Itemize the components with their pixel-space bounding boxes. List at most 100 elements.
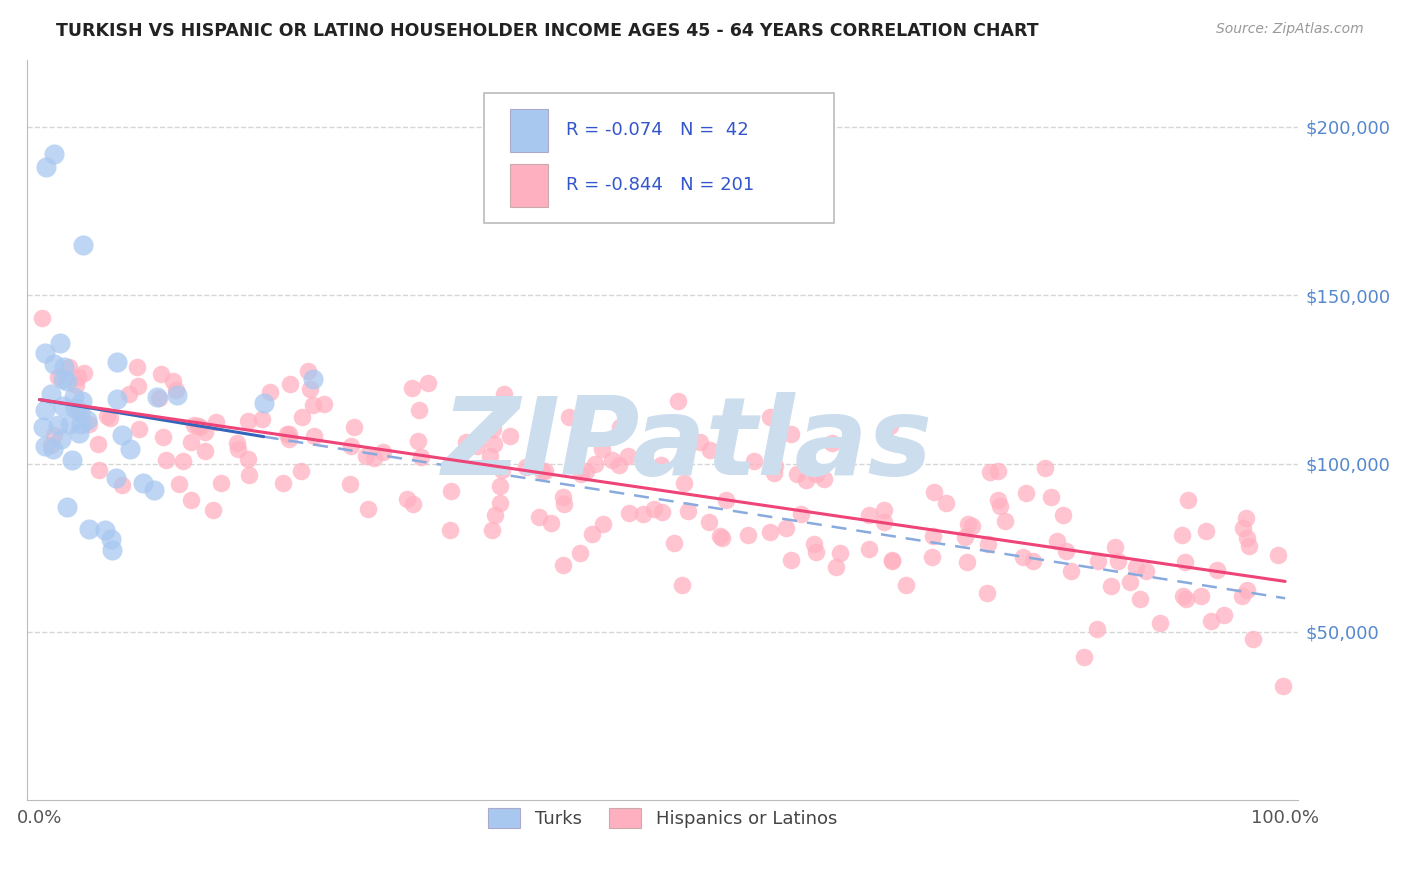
Point [664,536,686,550]
Point [1073,649,1095,664]
Text: TURKISH VS HISPANIC OR LATINO HOUSEHOLDER INCOME AGES 45 - 64 YEARS CORRELATION : TURKISH VS HISPANIC OR LATINO HOUSEHOLDE… [56,22,1039,40]
Point [583,458,606,472]
Point [571,467,593,482]
Point [697,516,720,530]
Point [51,399,73,413]
Point [534,464,557,478]
Point [39,386,62,401]
Point [44,427,66,442]
Point [66,404,89,418]
Point [591,442,613,457]
Point [631,508,654,522]
Point [1015,486,1038,500]
Point [1125,559,1147,574]
Point [858,508,880,523]
Point [402,497,425,511]
Point [46,370,69,384]
Point [1243,632,1265,646]
Point [34,438,56,452]
Point [98,411,121,425]
Point [671,578,693,592]
Point [1171,590,1194,604]
Point [194,444,217,458]
Point [1135,564,1157,578]
Point [277,432,299,446]
Point [162,375,184,389]
Point [180,434,202,449]
Point [77,522,100,536]
Text: ZIPatlas: ZIPatlas [441,392,934,498]
Point [710,531,733,545]
Point [979,465,1001,479]
Point [804,545,827,559]
Point [558,410,581,425]
Point [302,428,325,442]
Point [873,515,896,529]
Point [299,382,322,396]
Point [1033,460,1056,475]
Point [278,377,301,392]
Point [1059,564,1081,578]
Point [882,554,904,568]
Point [456,434,478,449]
Point [44,146,66,161]
Point [1237,539,1260,553]
Point [592,517,614,532]
Point [651,506,673,520]
Bar [510,109,548,152]
Point [72,237,94,252]
Point [1234,511,1257,525]
Point [253,396,276,410]
Point [188,420,211,434]
Point [650,458,672,472]
Point [236,414,259,428]
Point [312,396,335,410]
Point [409,450,432,464]
Point [672,476,695,491]
Point [49,432,72,446]
Point [1021,554,1043,568]
Text: Source: ZipAtlas.com: Source: ZipAtlas.com [1216,22,1364,37]
Point [1085,622,1108,636]
Point [51,372,73,386]
Point [401,381,423,395]
Point [183,417,205,432]
Point [150,368,173,382]
Point [581,526,603,541]
Point [201,502,224,516]
Point [111,478,134,492]
Point [167,477,190,491]
Point [187,419,209,434]
Point [1189,589,1212,603]
Point [100,532,122,546]
Point [439,524,461,538]
Point [676,504,699,518]
Point [619,506,641,520]
Point [1149,615,1171,630]
Point [988,499,1011,513]
Point [107,392,129,406]
Legend: Turks, Hispanics or Latinos: Turks, Hispanics or Latinos [481,800,844,836]
Point [104,471,127,485]
Point [779,553,801,567]
Point [118,442,141,456]
Point [94,523,117,537]
Point [858,541,880,556]
Point [31,311,53,326]
Point [935,496,957,510]
Point [758,410,780,425]
Point [408,403,430,417]
Point [489,479,512,493]
Point [551,558,574,572]
Point [96,409,118,424]
Point [59,417,82,431]
Point [482,422,505,436]
Point [530,464,553,478]
Point [759,524,782,539]
Point [226,436,249,450]
Point [813,472,835,486]
Point [302,372,325,386]
Point [1175,591,1198,606]
Point [825,560,848,574]
Point [118,387,141,401]
